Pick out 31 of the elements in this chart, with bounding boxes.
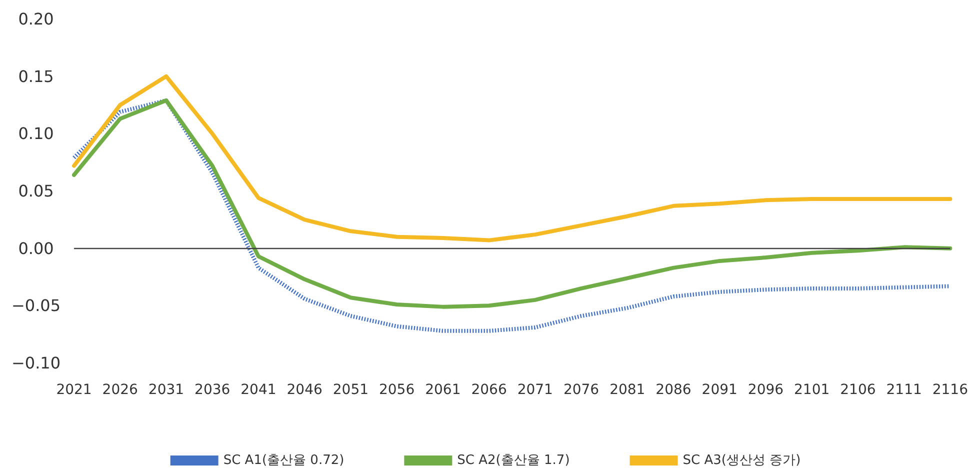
y-tick-label: −0.05 [11,296,61,316]
x-tick-label: 2101 [794,382,830,398]
x-tick-label: 2071 [517,382,553,398]
x-tick-label: 2066 [471,382,507,398]
y-tick-label: 0.20 [18,10,54,28]
legend-label: SC A1(출산율 0.72) [223,453,344,468]
x-tick-label: 2021 [56,382,92,398]
x-tick-label: 2076 [563,382,600,398]
x-tick-label: 2061 [425,382,461,398]
x-tick-label: 2096 [748,382,784,398]
y-tick-label: 0.05 [18,182,54,200]
x-tick-label: 2111 [886,382,922,398]
legend-label: SC A2(출산율 1.7) [457,453,570,468]
x-tick-label: 2116 [932,382,968,398]
y-tick-label: 0.10 [18,124,54,144]
x-tick-label: 2056 [378,382,415,398]
x-tick-label: 2041 [240,382,276,398]
y-tick-label: 0.15 [18,66,54,86]
y-tick-label: 0.00 [18,238,54,258]
line-series [72,74,952,242]
y-tick-label: −0.10 [11,354,61,372]
x-tick-label: 2031 [148,382,184,398]
x-tick-label: 2091 [702,382,738,398]
x-tick-label: 2046 [286,382,322,398]
legend-label: SC A3(생산성 증가) [682,453,801,468]
x-tick-label: 2086 [656,382,692,398]
x-tick-label: 2036 [194,382,230,398]
x-tick-label: 2051 [332,382,369,398]
x-tick-label: 2026 [102,382,138,398]
x-tick-label: 2106 [840,382,876,398]
x-tick-label: 2081 [610,382,646,398]
